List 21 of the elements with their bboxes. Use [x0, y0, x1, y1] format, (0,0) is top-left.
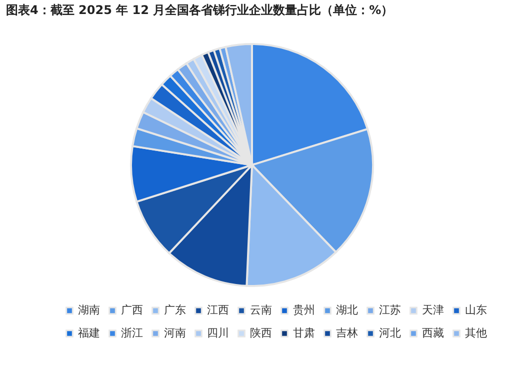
legend-label: 其他: [465, 326, 487, 340]
legend-label: 云南: [250, 304, 272, 317]
legend-label: 甘肃: [293, 326, 315, 340]
chart-title: 图表4：截至 2025 年 12 月全国各省锑行业企业数量占比（单位：%）: [6, 3, 394, 17]
legend-label: 西藏: [422, 326, 444, 340]
legend-label: 江西: [207, 304, 229, 317]
legend-label: 浙江: [121, 326, 143, 340]
legend-label: 广东: [164, 304, 186, 317]
legend-label: 福建: [78, 326, 100, 340]
legend-label: 江苏: [379, 304, 401, 317]
legend-label: 湖南: [78, 304, 100, 317]
legend-label: 吉林: [336, 326, 358, 340]
legend-label: 湖北: [336, 304, 358, 317]
legend-label: 河南: [164, 326, 186, 340]
legend-label: 山东: [465, 304, 487, 317]
legend-label: 四川: [207, 326, 229, 340]
legend-label: 河北: [379, 326, 401, 340]
legend-label: 广西: [121, 304, 143, 317]
legend-label: 天津: [422, 304, 444, 317]
legend-label: 贵州: [293, 304, 315, 317]
legend-label: 陕西: [250, 326, 272, 340]
